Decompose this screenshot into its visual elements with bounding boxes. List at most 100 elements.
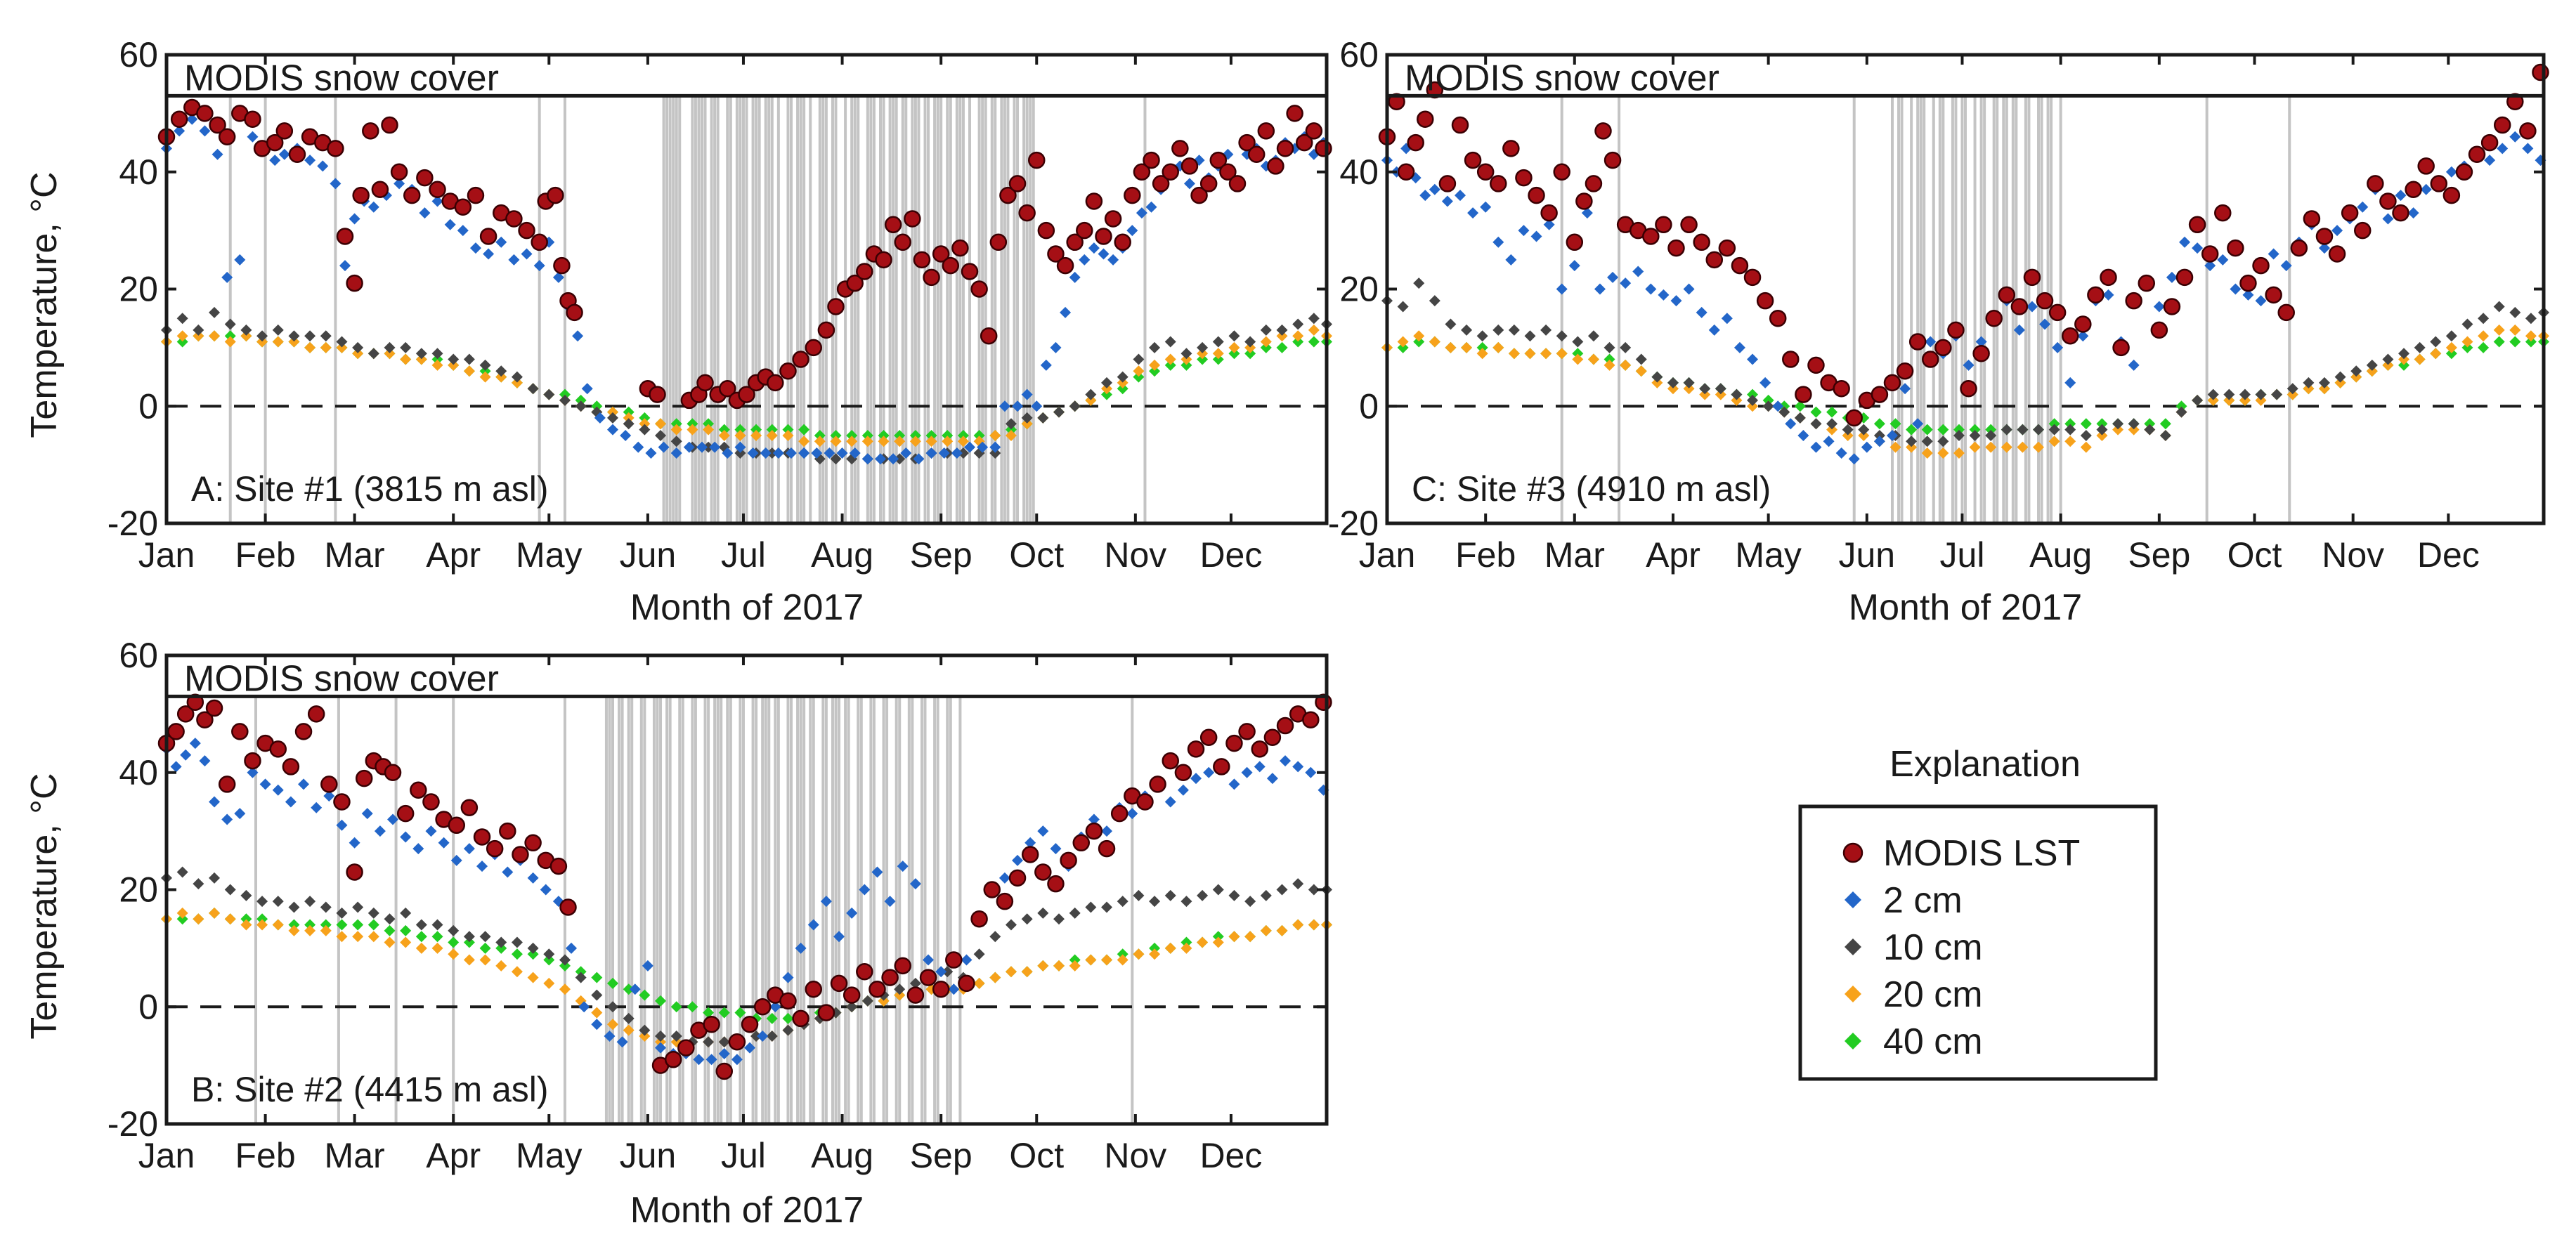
x-tick-label: Jan <box>138 1136 195 1175</box>
x-tick-label: Feb <box>1455 535 1516 575</box>
soil-temp-point <box>384 348 396 360</box>
soil-temp-point <box>1635 353 1647 365</box>
soil-temp-point <box>393 178 405 190</box>
lst-point <box>1960 379 1977 398</box>
soil-temp-point <box>1183 178 1195 190</box>
soil-temp-point <box>431 942 443 954</box>
lst-point <box>2341 204 2359 222</box>
soil-temp-point <box>718 1007 730 1019</box>
soil-temp-point <box>2064 418 2076 430</box>
lst-point <box>741 1016 759 1033</box>
soil-temp-point <box>1101 377 1113 388</box>
soil-temp-point <box>2350 365 2362 377</box>
soil-temp-point <box>2026 301 2038 313</box>
soil-temp-point <box>718 424 730 436</box>
soil-temp-point <box>909 878 921 890</box>
lst-point <box>1008 175 1027 192</box>
soil-temp-point <box>2017 424 2029 436</box>
y-tick-label: 20 <box>119 870 158 910</box>
lst-point <box>1407 133 1424 152</box>
soil-temp-point <box>670 1030 682 1042</box>
x-tick-label: Oct <box>1009 535 1064 575</box>
soil-temp-point <box>1889 441 1901 453</box>
soil-temp-point <box>1772 400 1784 412</box>
soil-temp-point <box>224 913 236 925</box>
soil-temp-point <box>400 907 412 919</box>
soil-temp-point <box>2398 348 2410 360</box>
plot-area <box>167 655 1327 1124</box>
soil-temp-point <box>1858 429 1870 441</box>
soil-temp-point <box>1197 341 1209 353</box>
soil-temp-point <box>511 377 523 388</box>
soil-temp-point <box>234 254 246 266</box>
lst-point <box>307 705 325 723</box>
soil-temp-point <box>2280 260 2292 272</box>
lst-point <box>792 1009 809 1028</box>
soil-temp-point <box>2175 406 2187 418</box>
soil-temp-point <box>2077 330 2089 342</box>
x-tick-label: Sep <box>2128 535 2190 575</box>
lst-point <box>1585 175 1603 192</box>
soil-temp-point <box>1149 341 1161 353</box>
soil-temp-point <box>594 412 606 424</box>
soil-temp-point <box>1149 896 1161 908</box>
soil-temp-point <box>2509 336 2521 348</box>
legend-marker <box>1845 938 1861 955</box>
soil-temp-point <box>1241 766 1253 778</box>
soil-temp-point <box>367 348 379 360</box>
legend-label: 2 cm <box>1883 880 1963 921</box>
soil-temp-point <box>766 1012 778 1024</box>
soil-temp-point <box>607 406 618 418</box>
soil-temp-point <box>900 447 912 459</box>
lst-point <box>817 1004 835 1021</box>
lst-point <box>932 980 950 998</box>
soil-temp-point <box>2334 371 2346 383</box>
soil-temp-point <box>1937 436 1949 447</box>
soil-temp-point <box>807 919 819 931</box>
soil-temp-point <box>1476 348 1488 360</box>
soil-temp-point <box>483 248 495 260</box>
soil-temp-point <box>415 942 427 954</box>
soil-temp-point <box>1149 942 1161 954</box>
soil-temp-point <box>352 348 364 360</box>
lst-point <box>945 951 963 969</box>
x-tick-label: Jan <box>1359 535 1416 575</box>
soil-temp-point <box>1429 183 1440 195</box>
lst-point <box>1037 221 1055 240</box>
soil-temp-point <box>176 336 188 348</box>
soil-temp-point <box>2286 388 2298 400</box>
lst-point <box>1047 875 1065 893</box>
soil-temp-point <box>288 924 300 936</box>
soil-temp-point <box>1180 359 1192 371</box>
lst-point <box>1149 776 1166 793</box>
soil-temp-point <box>703 1036 715 1048</box>
soil-temp-point <box>189 738 201 750</box>
lst-point <box>1209 151 1228 169</box>
soil-temp-point <box>2493 336 2505 348</box>
lst-point <box>1680 216 1698 234</box>
soil-temp-point <box>964 441 975 453</box>
lst-point <box>486 839 504 858</box>
soil-temp-point <box>176 330 188 342</box>
lst-point <box>2138 274 2156 292</box>
lst-point <box>1795 386 1812 403</box>
soil-temp-point <box>511 948 523 960</box>
lst-point <box>218 776 236 793</box>
x-tick-label: Feb <box>235 535 296 575</box>
lst-point <box>1731 256 1749 275</box>
series-d10 <box>1381 277 2549 447</box>
soil-temp-point <box>1607 271 1619 283</box>
soil-temp-point <box>1037 825 1049 837</box>
soil-temp-point <box>1568 260 1580 272</box>
soil-temp-point <box>1244 896 1256 908</box>
soil-temp-point <box>1101 383 1113 395</box>
soil-temp-point <box>795 942 807 954</box>
soil-temp-point <box>2223 394 2235 406</box>
soil-temp-point <box>1117 896 1128 908</box>
soil-temp-point <box>415 919 427 931</box>
soil-temp-point <box>2478 330 2490 342</box>
soil-temp-point <box>875 453 886 465</box>
soil-temp-point <box>176 313 188 325</box>
lst-point <box>1302 711 1320 728</box>
soil-temp-point <box>1848 453 1860 465</box>
